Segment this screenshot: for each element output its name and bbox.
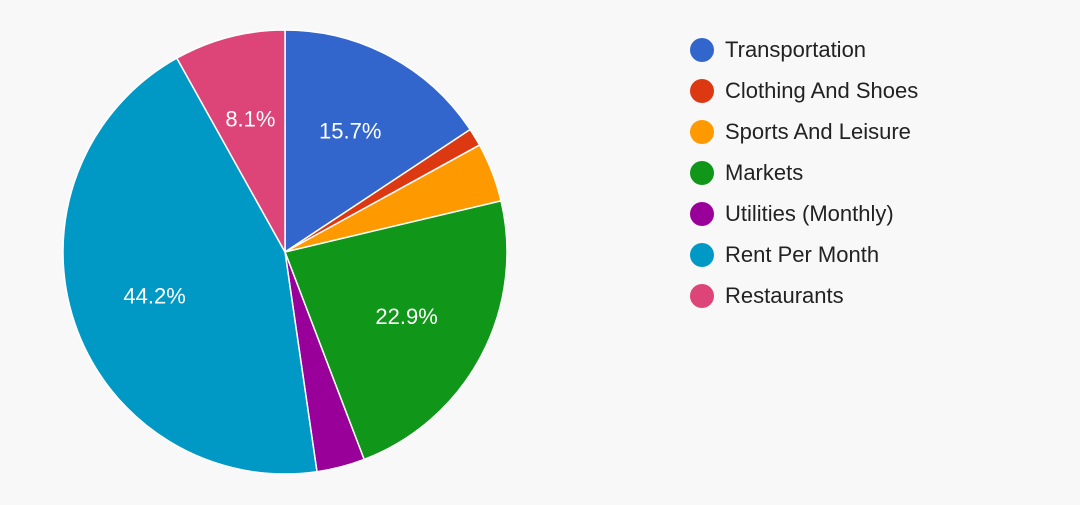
legend-swatch-5 [690, 242, 714, 267]
pie-slice-3 [283, 199, 508, 461]
legend-label-4: Utilities (Monthly) [725, 200, 894, 226]
legend-swatch-1 [690, 78, 714, 103]
slice-data-label-5: 44.2% [123, 284, 185, 309]
legend-item-4: Utilities (Monthly) [690, 193, 918, 234]
legend-label-5: Rent Per Month [725, 241, 880, 267]
pie-slice-0 [284, 29, 472, 254]
legend-label-3: Markets [725, 159, 804, 185]
legend-swatch-6 [690, 283, 714, 308]
legend-label-0: Transportation [725, 36, 867, 62]
slice-data-label-0: 15.7% [319, 118, 381, 143]
legend-item-1: Clothing And Shoes [690, 70, 918, 111]
legend-label-1: Clothing And Shoes [725, 77, 919, 103]
pie-slice-5 [62, 57, 318, 475]
legend-label-2: Sports And Leisure [725, 118, 911, 144]
legend-label-6: Restaurants [725, 282, 844, 308]
legend-swatch-0 [690, 37, 714, 62]
legend-swatch-4 [690, 201, 714, 226]
slice-data-label-3: 22.9% [375, 304, 437, 329]
slice-data-label-6: 8.1% [225, 106, 275, 131]
legend-item-0: Transportation [690, 29, 918, 70]
pie-slice-6 [175, 29, 286, 255]
legend-swatch-2 [690, 119, 714, 144]
legend: Transportation Clothing And Shoes Sports A… [690, 29, 918, 316]
pie-plot-area: 15.7% 22.9% 44.2% 8.1% [62, 29, 508, 475]
legend-item-3: Markets [690, 152, 918, 193]
legend-swatch-3 [690, 160, 714, 185]
legend-item-2: Sports And Leisure [690, 111, 918, 152]
legend-item-5: Rent Per Month [690, 234, 918, 275]
legend-item-6: Restaurants [690, 275, 918, 316]
